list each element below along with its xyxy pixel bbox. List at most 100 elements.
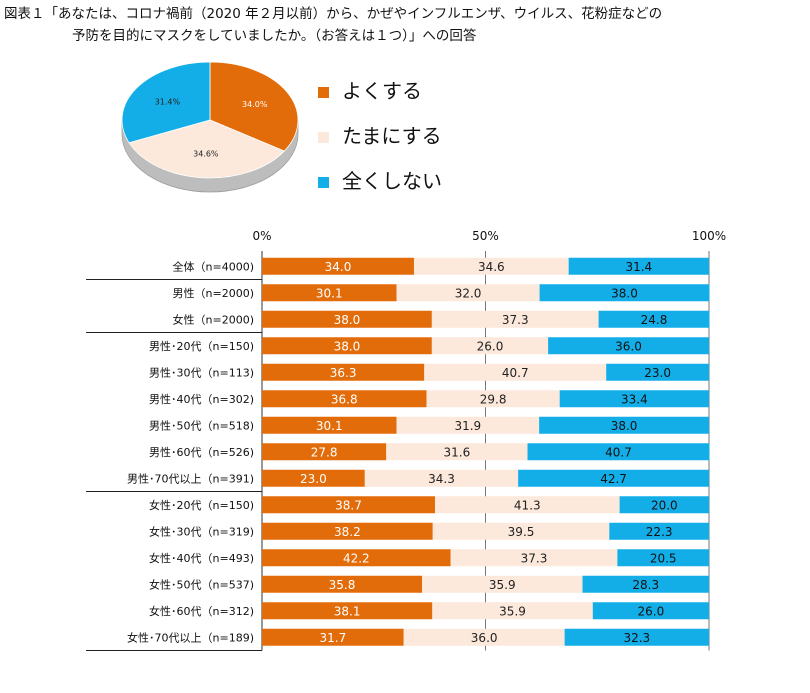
title-line-2: 予防を目的にマスクをしていましたか。（お答えは１つ）」への回答 bbox=[72, 28, 477, 44]
bar-value-never: 23.0 bbox=[644, 366, 671, 380]
category-label: 男性･60代（n=526) bbox=[149, 445, 254, 459]
bar-value-often: 34.0 bbox=[325, 260, 352, 274]
bar-value-often: 31.7 bbox=[319, 631, 346, 645]
category-label: 女性･20代（n=150) bbox=[149, 498, 254, 512]
bar-segment-sometimes bbox=[364, 469, 519, 487]
legend-label-often: よくする bbox=[342, 79, 422, 103]
bar-value-often: 30.1 bbox=[316, 419, 343, 433]
bar-segment-sometimes bbox=[431, 310, 599, 328]
bar-segment-often bbox=[262, 496, 435, 514]
x-tick-100: 100% bbox=[692, 229, 726, 243]
bar-value-never: 42.7 bbox=[600, 472, 627, 486]
pie-label-sometimes: 34.6% bbox=[193, 150, 219, 159]
category-label: 女性･30代（n=319) bbox=[149, 524, 254, 538]
bar-value-never: 31.4 bbox=[625, 260, 652, 274]
bar-value-sometimes: 40.7 bbox=[502, 366, 529, 380]
bar-value-sometimes: 39.5 bbox=[508, 525, 535, 539]
bar-segment-often bbox=[262, 284, 397, 302]
bar-value-never: 22.3 bbox=[646, 525, 673, 539]
bar-value-sometimes: 31.6 bbox=[444, 445, 471, 459]
bar-value-sometimes: 37.3 bbox=[502, 313, 529, 327]
bar-value-often: 42.2 bbox=[343, 551, 370, 565]
bar-value-sometimes: 26.0 bbox=[477, 339, 504, 353]
bar-value-sometimes: 41.3 bbox=[514, 498, 541, 512]
bar-segment-never bbox=[568, 257, 709, 275]
bar-segment-sometimes bbox=[434, 496, 620, 514]
bar-value-often: 36.3 bbox=[330, 366, 357, 380]
bar-value-sometimes: 31.9 bbox=[454, 419, 481, 433]
bar-value-often: 23.0 bbox=[300, 472, 327, 486]
bar-segment-sometimes bbox=[426, 390, 560, 408]
bar-segment-often bbox=[262, 469, 365, 487]
bar-segment-never bbox=[539, 284, 710, 302]
bar-value-often: 30.1 bbox=[316, 286, 343, 300]
bar-segment-often bbox=[262, 363, 425, 381]
legend-label-never: 全くしない bbox=[342, 169, 442, 193]
bar-segment-never bbox=[592, 602, 709, 620]
bar-value-never: 38.0 bbox=[611, 419, 638, 433]
pie-slice-sometimes bbox=[128, 119, 285, 179]
legend-swatch-sometimes bbox=[318, 132, 329, 143]
bar-value-sometimes: 34.6 bbox=[478, 260, 505, 274]
bar-segment-never bbox=[518, 469, 709, 487]
bar-segment-often bbox=[262, 257, 414, 275]
category-label: 男性（n=2000) bbox=[173, 286, 254, 300]
bar-value-sometimes: 32.0 bbox=[455, 286, 482, 300]
bar-segment-never bbox=[559, 390, 709, 408]
bar-value-often: 38.1 bbox=[334, 604, 361, 618]
bar-segment-often bbox=[262, 390, 427, 408]
legend-swatch-often bbox=[318, 87, 329, 98]
bar-value-sometimes: 37.3 bbox=[521, 551, 548, 565]
bar-value-never: 38.0 bbox=[611, 286, 638, 300]
bar-segment-never bbox=[548, 337, 709, 355]
category-label: 男性･50代（n=518) bbox=[149, 418, 254, 432]
bar-value-often: 36.8 bbox=[331, 392, 358, 406]
bar-value-often: 38.0 bbox=[334, 339, 361, 353]
x-tick-0: 0% bbox=[252, 229, 271, 243]
bar-segment-never bbox=[598, 310, 710, 328]
category-label: 女性･70代以上（n=189) bbox=[127, 630, 254, 644]
bar-segment-often bbox=[262, 443, 387, 461]
bar-segment-sometimes bbox=[396, 416, 540, 434]
bar-segment-sometimes bbox=[450, 549, 618, 567]
bar-segment-sometimes bbox=[386, 443, 528, 461]
category-label: 女性･60代（n=312) bbox=[149, 604, 254, 618]
bar-segment-often bbox=[262, 522, 433, 540]
bar-value-never: 33.4 bbox=[621, 392, 648, 406]
bar-segment-often bbox=[262, 575, 423, 593]
bar-value-sometimes: 35.9 bbox=[499, 604, 526, 618]
bar-segment-sometimes bbox=[396, 284, 540, 302]
pie-label-never: 31.4% bbox=[155, 97, 181, 106]
bar-value-never: 20.0 bbox=[651, 498, 678, 512]
category-label: 女性･50代（n=537) bbox=[149, 577, 254, 591]
bar-value-never: 24.8 bbox=[641, 313, 668, 327]
bar-segment-sometimes bbox=[432, 602, 593, 620]
bar-segment-never bbox=[564, 628, 709, 646]
bar-value-sometimes: 29.8 bbox=[480, 392, 507, 406]
bar-segment-often bbox=[262, 602, 433, 620]
bar-value-never: 36.0 bbox=[615, 339, 642, 353]
bar-value-often: 38.0 bbox=[334, 313, 361, 327]
bar-value-never: 40.7 bbox=[605, 445, 632, 459]
bar-segment-often bbox=[262, 416, 397, 434]
bar-segment-never bbox=[617, 549, 709, 567]
legend-label-sometimes: たまにする bbox=[342, 124, 442, 148]
bar-segment-sometimes bbox=[422, 575, 583, 593]
x-tick-50: 50% bbox=[472, 229, 499, 243]
category-label: 男性･30代（n=113) bbox=[149, 365, 254, 379]
legend-swatch-never bbox=[318, 177, 329, 188]
bar-segment-sometimes bbox=[431, 337, 549, 355]
category-label: 女性･40代（n=493) bbox=[149, 551, 254, 565]
bar-segment-never bbox=[609, 522, 709, 540]
bar-value-often: 27.8 bbox=[311, 445, 338, 459]
bar-value-sometimes: 35.9 bbox=[489, 578, 516, 592]
category-label: 女性（n=2000) bbox=[173, 312, 254, 326]
category-label: 男性･20代（n=150) bbox=[149, 339, 254, 353]
bar-segment-never bbox=[539, 416, 709, 434]
bar-segment-sometimes bbox=[432, 522, 610, 540]
bar-value-often: 35.8 bbox=[329, 578, 356, 592]
bar-value-often: 38.7 bbox=[335, 498, 362, 512]
bar-segment-sometimes bbox=[413, 257, 569, 275]
bar-segment-never bbox=[527, 443, 710, 461]
